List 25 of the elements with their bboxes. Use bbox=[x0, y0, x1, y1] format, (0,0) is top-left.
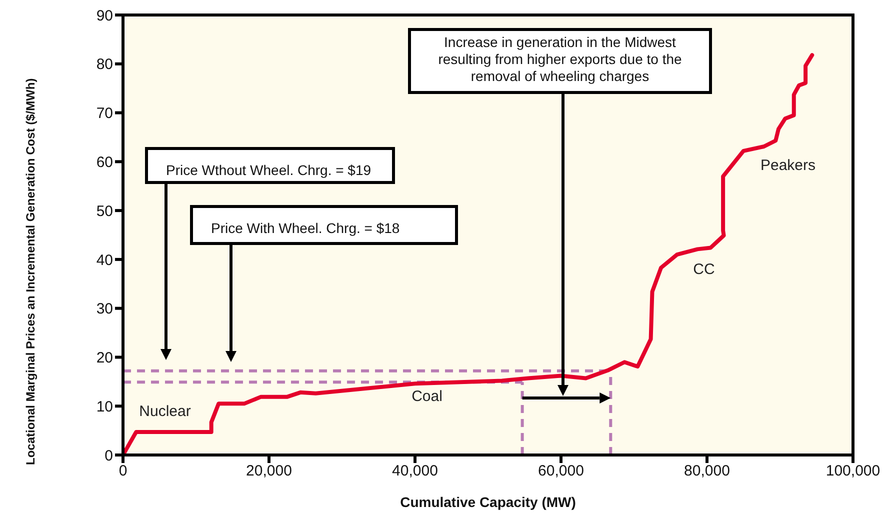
x-tick-label: 80,000 bbox=[684, 462, 730, 480]
y-tick-label: 0 bbox=[104, 447, 113, 464]
callout-box: Price Wthout Wheel. Chrg. = $19 bbox=[145, 147, 395, 184]
callout-box: Price With Wheel. Chrg. = $18 bbox=[190, 205, 458, 245]
x-tick-label: 40,000 bbox=[392, 462, 438, 480]
annotation: Nuclear bbox=[139, 402, 191, 420]
y-tick-label: 60 bbox=[96, 154, 113, 171]
y-tick-label: 90 bbox=[96, 7, 113, 24]
callout-box: Increase in generation in the Midwest resulting from higher exports due to the removal of wheeling charges bbox=[408, 28, 712, 94]
x-tick-label: 100,000 bbox=[826, 462, 880, 480]
y-tick-label: 20 bbox=[96, 350, 113, 367]
annotation: CC bbox=[693, 260, 715, 278]
y-tick-label: 80 bbox=[96, 56, 113, 74]
x-tick-label: 0 bbox=[118, 462, 128, 480]
annotation: Coal bbox=[412, 388, 442, 405]
y-tick-label: 30 bbox=[96, 300, 113, 318]
x-tick-label: 60,000 bbox=[538, 462, 584, 480]
x-tick-label: 20,000 bbox=[246, 462, 292, 480]
y-tick-label: 40 bbox=[96, 252, 113, 269]
y-axis-title: Locational Marginal Prices an Incremental Generation Cost ($/MWh) bbox=[23, 78, 38, 465]
y-tick-label: 50 bbox=[96, 202, 113, 220]
y-tick-label: 70 bbox=[96, 105, 113, 122]
annotation: Peakers bbox=[760, 156, 816, 174]
y-tick-label: 10 bbox=[96, 398, 113, 416]
x-axis-title: Cumulative Capacity (MW) bbox=[400, 494, 576, 510]
